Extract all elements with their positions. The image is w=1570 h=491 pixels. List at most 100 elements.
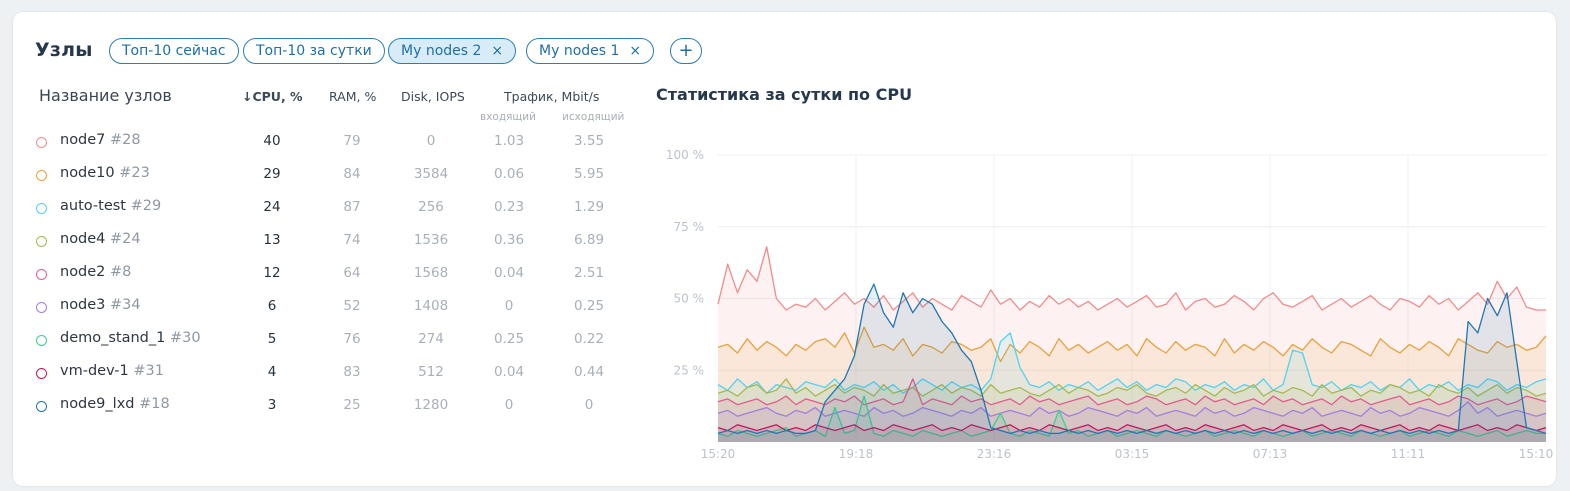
tab-label: Топ-10 сейчас — [122, 43, 226, 59]
ram-value: 84 — [343, 166, 361, 182]
disk-value: 1280 — [413, 397, 449, 413]
tab-top10-now[interactable]: Топ-10 сейчас — [109, 38, 239, 64]
cpu-value: 5 — [267, 331, 277, 347]
node-name: auto-test #29 — [60, 198, 162, 214]
tab-label: My nodes 2 — [401, 43, 482, 59]
cpu-value: 3 — [267, 397, 277, 413]
series-color-dot — [36, 170, 47, 181]
disk-value: 1408 — [413, 298, 449, 314]
x-tick-label: 11:11 — [1391, 447, 1426, 461]
column-header-traffic[interactable]: Трафик, Mbit/s — [504, 89, 600, 104]
nodes-panel: Узлы Топ-10 сейчас Топ-10 за сутки My no… — [13, 12, 1556, 486]
series-line-auto-test — [717, 332, 1547, 394]
node-id: #28 — [110, 132, 141, 148]
ram-value: 64 — [343, 265, 361, 281]
close-icon[interactable]: × — [629, 43, 642, 59]
chart-title: Статистика за сутки по CPU — [656, 85, 913, 104]
node-name: node4 #24 — [60, 231, 141, 247]
tab-my-nodes-2[interactable]: My nodes 2 × — [388, 38, 517, 64]
node-id: #31 — [133, 363, 164, 379]
panel-title: Узлы — [35, 39, 93, 61]
series-line-node4 — [717, 378, 1547, 397]
close-icon[interactable]: × — [491, 43, 504, 59]
table-row[interactable]: vm-dev-1 #31 4 83 512 0.04 0.44 — [13, 359, 643, 392]
traffic-out-value: 2.51 — [573, 265, 605, 281]
traffic-in-value: 0.04 — [493, 364, 525, 380]
ram-value: 74 — [343, 232, 361, 248]
traffic-out-value: 0 — [584, 397, 594, 413]
column-header-traffic-in: входящий — [480, 111, 536, 123]
disk-value: 274 — [418, 331, 444, 347]
traffic-out-value: 1.29 — [573, 199, 605, 215]
series-line-node7 — [717, 246, 1546, 311]
x-tick-label: 07:13 — [1253, 447, 1288, 461]
node-id: #24 — [110, 231, 141, 247]
series-area-node2 — [718, 378, 1546, 442]
disk-value: 0 — [426, 133, 436, 149]
disk-value: 3584 — [413, 166, 449, 182]
table-row[interactable]: node4 #24 13 74 1536 0.36 6.89 — [13, 227, 643, 260]
column-header-cpu[interactable]: ↓CPU, % — [242, 89, 303, 104]
traffic-in-value: 0.04 — [493, 265, 525, 281]
traffic-in-value: 0.06 — [493, 166, 525, 182]
column-header-name[interactable]: Название узлов — [39, 86, 172, 105]
node-id: #34 — [110, 297, 141, 313]
add-tab-button[interactable]: + — [670, 38, 702, 64]
series-area-node9_lxd — [718, 284, 1546, 442]
x-tick-label: 19:18 — [839, 447, 874, 461]
tab-label: My nodes 1 — [539, 43, 620, 59]
y-tick-label: 25 % — [674, 363, 705, 377]
table-row[interactable]: node2 #8 12 64 1568 0.04 2.51 — [13, 260, 643, 293]
x-tick-label: 15:20 — [701, 447, 736, 461]
traffic-out-value: 0.44 — [573, 364, 605, 380]
series-area-node7 — [718, 246, 1546, 442]
column-header-disk[interactable]: Disk, IOPS — [401, 89, 465, 104]
tab-my-nodes-1[interactable]: My nodes 1 × — [526, 38, 655, 64]
column-header-traffic-out: исходящий — [562, 111, 625, 123]
node-name: node2 #8 — [60, 264, 132, 280]
x-tick-label: 03:15 — [1115, 447, 1150, 461]
traffic-in-value: 0.23 — [493, 199, 525, 215]
series-color-dot — [36, 236, 47, 247]
traffic-out-value: 0.25 — [573, 298, 605, 314]
series-color-dot — [36, 203, 47, 214]
traffic-in-value: 1.03 — [493, 133, 525, 149]
node-name: vm-dev-1 #31 — [60, 363, 164, 379]
disk-value: 256 — [418, 199, 444, 215]
table-row[interactable]: auto-test #29 24 87 256 0.23 1.29 — [13, 194, 643, 227]
node-name: demo_stand_1 #30 — [60, 330, 201, 346]
cpu-chart: 25 % 50 % 75 % 100 % 15:20 19:18 23:16 03:15 07:… — [666, 148, 1554, 461]
table-row[interactable]: node3 #34 6 52 1408 0 0.25 — [13, 293, 643, 326]
traffic-out-value: 5.95 — [573, 166, 605, 182]
y-tick-label: 50 % — [674, 292, 705, 306]
disk-value: 512 — [418, 364, 444, 380]
cpu-value: 24 — [263, 199, 281, 215]
cpu-value: 13 — [263, 232, 281, 248]
column-header-ram[interactable]: RAM, % — [329, 89, 377, 104]
disk-value: 1536 — [413, 232, 449, 248]
disk-value: 1568 — [413, 265, 449, 281]
ram-value: 87 — [343, 199, 361, 215]
ram-value: 79 — [343, 133, 361, 149]
series-line-node2 — [717, 378, 1547, 406]
table-row[interactable]: node10 #23 29 84 3584 0.06 5.95 — [13, 161, 643, 194]
tab-top10-day[interactable]: Топ-10 за сутки — [243, 38, 385, 64]
table-row[interactable]: demo_stand_1 #30 5 76 274 0.25 0.22 — [13, 326, 643, 359]
node-id: #30 — [169, 330, 201, 346]
table-row[interactable]: node9_lxd #18 3 25 1280 0 0 — [13, 392, 643, 425]
series-line-node9_lxd — [717, 283, 1547, 435]
traffic-out-value: 0.22 — [573, 331, 605, 347]
y-tick-label: 75 % — [674, 220, 705, 234]
cpu-value: 6 — [267, 298, 277, 314]
series-line-node3 — [717, 401, 1547, 417]
x-tick-label: 15:10 — [1519, 447, 1554, 461]
series-area-demo_stand_1 — [718, 396, 1546, 442]
series-color-dot — [36, 401, 47, 412]
ram-value: 83 — [343, 364, 361, 380]
traffic-in-value: 0 — [504, 298, 514, 314]
table-row[interactable]: node7 #28 40 79 0 1.03 3.55 — [13, 128, 643, 161]
traffic-out-value: 6.89 — [573, 232, 605, 248]
ram-value: 76 — [343, 331, 361, 347]
node-name: node10 #23 — [60, 165, 150, 181]
series-line-vm-dev-1 — [717, 424, 1547, 432]
